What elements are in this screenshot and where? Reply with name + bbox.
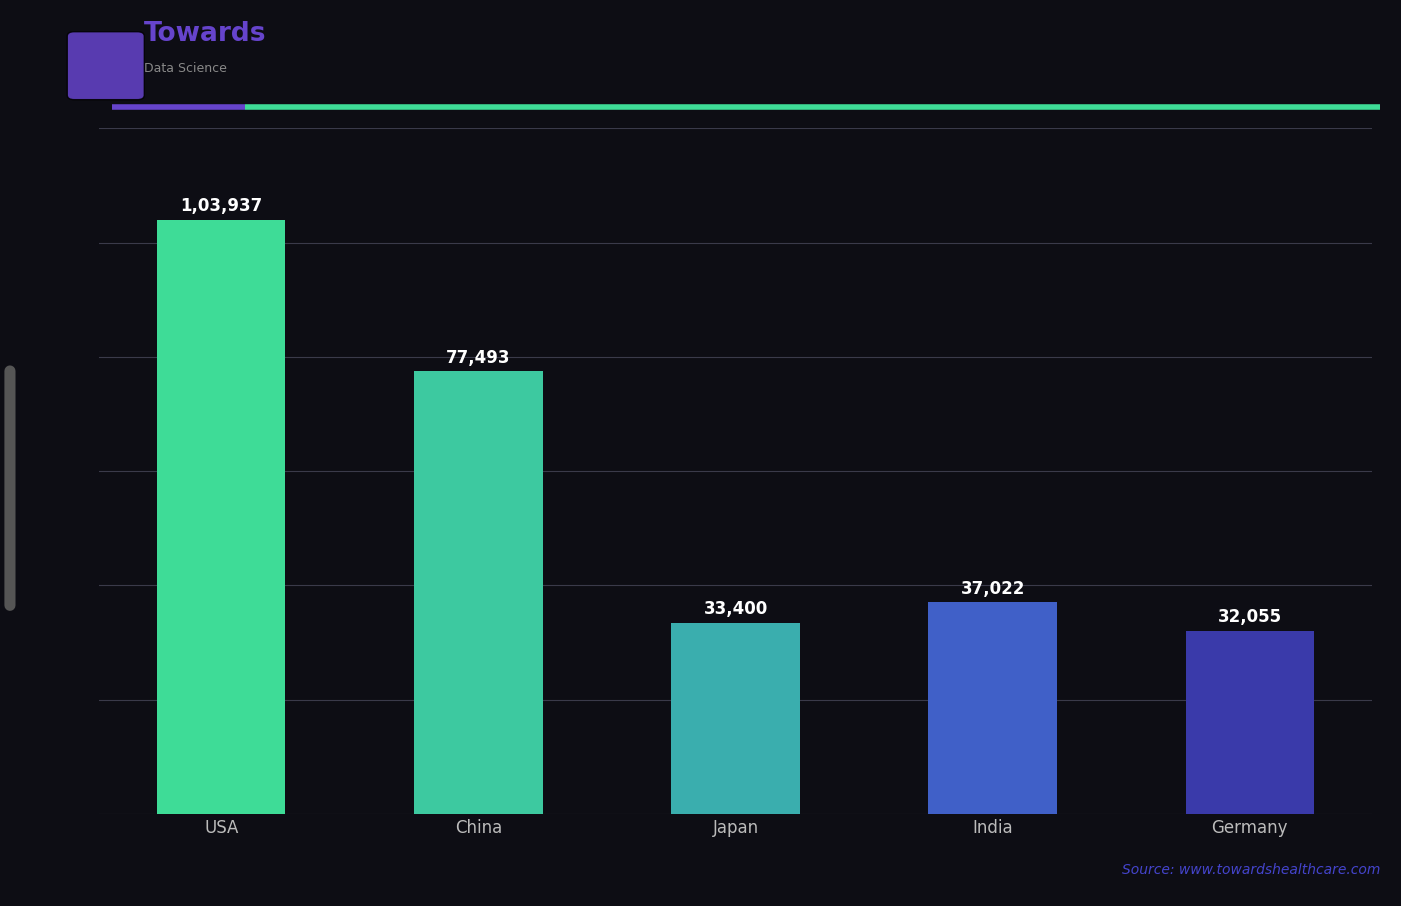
Bar xyxy=(157,220,286,814)
Text: 33,400: 33,400 xyxy=(703,601,768,619)
Text: Data Science: Data Science xyxy=(144,63,227,75)
Text: 1,03,937: 1,03,937 xyxy=(181,198,262,216)
Text: Towards: Towards xyxy=(144,21,266,47)
Bar xyxy=(929,602,1056,814)
Text: Source: www.towardshealthcare.com: Source: www.towardshealthcare.com xyxy=(1122,863,1380,877)
Bar xyxy=(415,371,542,814)
Text: 77,493: 77,493 xyxy=(446,349,510,367)
Bar xyxy=(1185,631,1314,814)
Text: 32,055: 32,055 xyxy=(1217,608,1282,626)
Text: 37,022: 37,022 xyxy=(961,580,1026,598)
Bar xyxy=(671,623,800,814)
